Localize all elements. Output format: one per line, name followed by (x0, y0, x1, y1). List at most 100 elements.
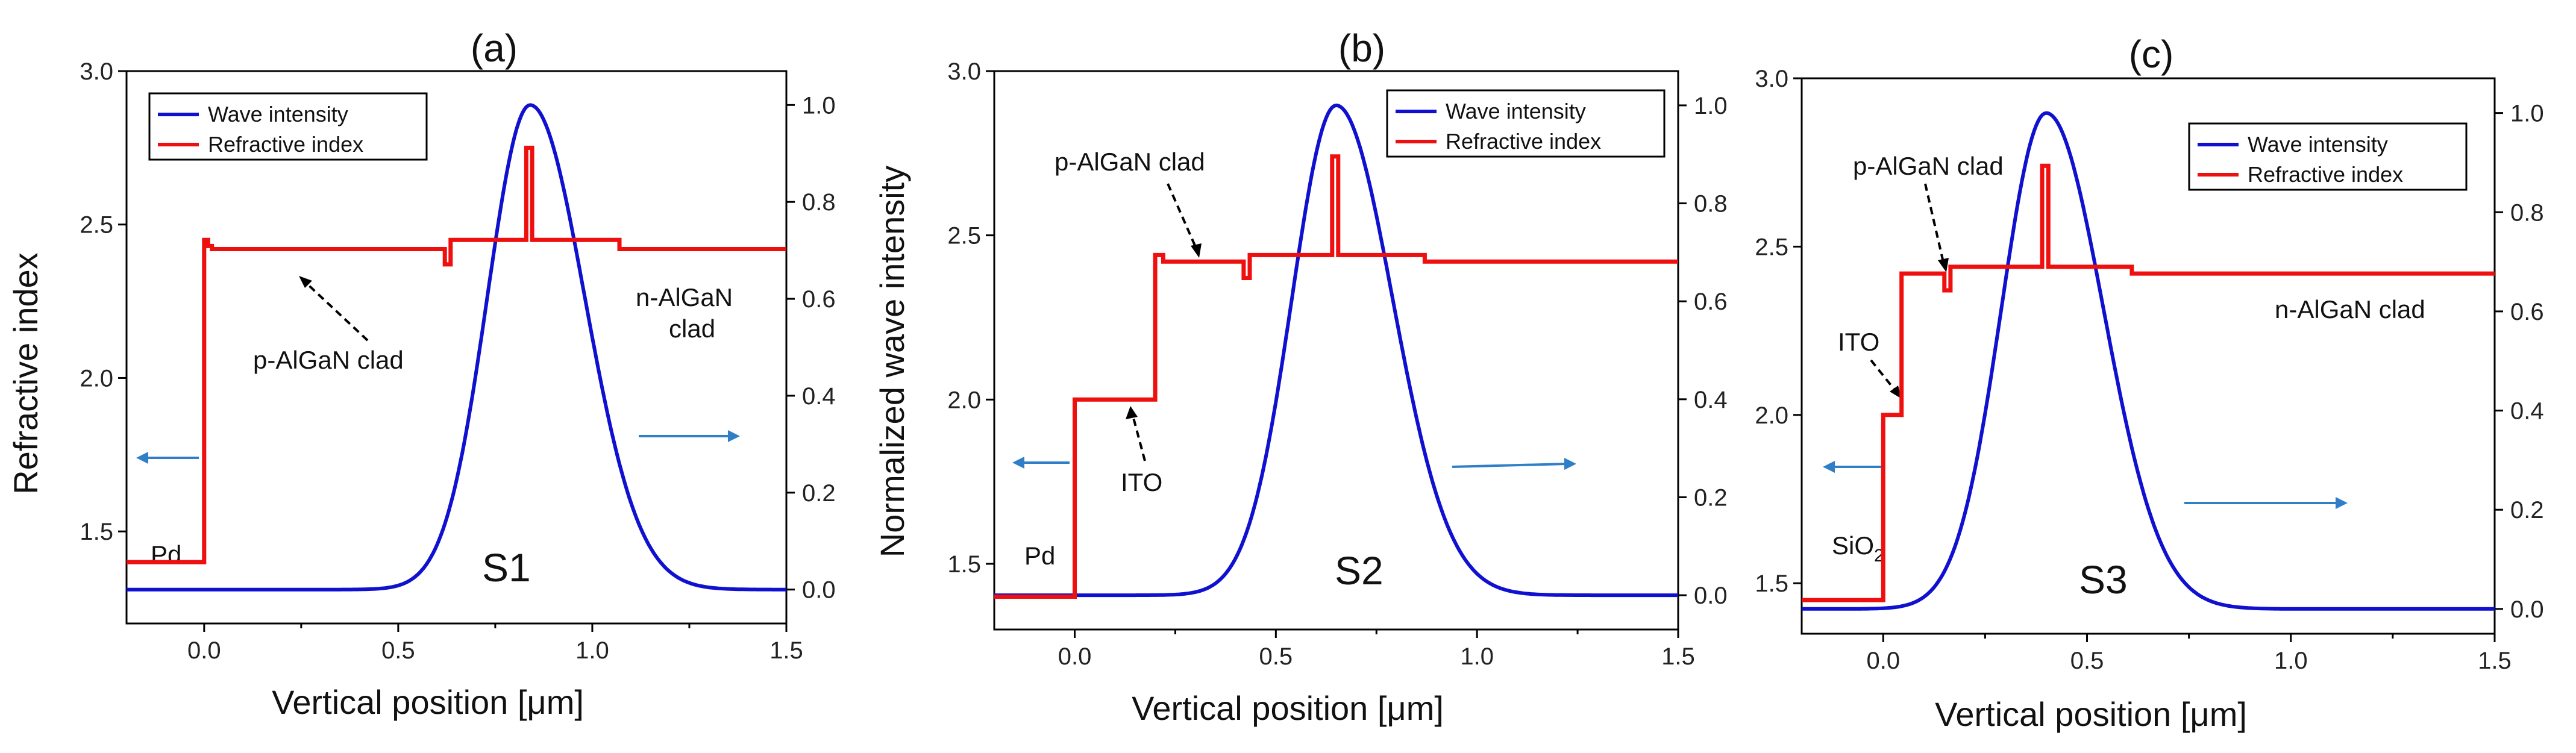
wave-intensity-line (1802, 111, 2495, 611)
y-right-tick-label: 0.2 (2510, 497, 2544, 523)
y-left-tick-label: 2.5 (1755, 234, 1788, 260)
y-left-tick-label: 1.5 (1755, 570, 1788, 597)
y-right-tick-label: 0.8 (802, 189, 836, 216)
panel-c-xlabel: Vertical position [μm] (1935, 695, 2247, 733)
x-tick-label: 0.0 (1866, 648, 1900, 674)
y-right-tick-label: 1.0 (802, 92, 836, 119)
legend-box (2188, 122, 2468, 191)
panel-a-title: (a) (471, 27, 518, 70)
y-right-tick-label: 1.0 (1694, 93, 1728, 119)
p-clad-label: p-AlGaN clad (1055, 148, 1205, 176)
y-right-tick-label: 0.2 (1694, 484, 1728, 511)
n-clad-label-2: clad (669, 314, 715, 343)
right-axis-arrow (1452, 463, 1567, 468)
x-tick-label: 1.5 (2478, 648, 2512, 674)
y-right-tick-label: 0.4 (802, 383, 836, 410)
ito-pointer-head (1126, 406, 1138, 419)
legend-wave-label: Wave intensity (2248, 132, 2388, 157)
panel-a: (a) Refractive index Normalized wave int… (7, 27, 911, 721)
y-left-tick-label: 2.0 (80, 365, 113, 392)
panel-a-ylabel-left: Refractive index (7, 252, 45, 495)
p-clad-pointer-head (1191, 243, 1202, 258)
y-right-tick-label: 0.8 (1694, 191, 1728, 217)
y-left-tick-label: 2.5 (80, 212, 113, 239)
panel-c-legend: Wave intensity Refractive index (2188, 122, 2468, 191)
y-left-tick-label: 1.5 (80, 519, 113, 545)
x-tick-label: 1.0 (575, 637, 609, 664)
y-left-tick-label: 3.0 (80, 58, 113, 85)
legend-wave-label: Wave intensity (208, 102, 348, 127)
panel-b-legend: Wave intensity Refractive index (1386, 89, 1666, 158)
right-axis-arrow-head (2336, 497, 2348, 509)
y-right-tick-label: 1.0 (2510, 101, 2544, 127)
y-left-tick-label: 2.5 (947, 223, 981, 249)
refractive-index-line (127, 145, 786, 564)
panel-c-title: (c) (2129, 33, 2174, 76)
p-clad-pointer-head (299, 276, 312, 288)
ito-label: ITO (1121, 468, 1162, 496)
panel-a-ylabel-right: Normalized wave intensity (873, 166, 911, 557)
panel-b-xlabel: Vertical position [μm] (1132, 689, 1444, 727)
p-clad-pointer-head (1938, 258, 1949, 272)
p-clad-pointer (1167, 183, 1197, 249)
p-clad-label: p-AlGaN clad (1853, 152, 2004, 180)
plot-frame (1800, 77, 2496, 635)
sample-label: S3 (2079, 557, 2128, 602)
ito-label: ITO (1838, 328, 1879, 356)
ito-pointer-head (1890, 386, 1902, 399)
y-right-tick-label: 0.0 (1694, 583, 1728, 609)
panel-c: (c) Vertical position [μm] Wave intensit… (1755, 33, 2543, 733)
y-left-tick-label: 3.0 (1755, 66, 1788, 92)
legend-ri-label: Refractive index (1446, 129, 1601, 154)
panel-b: (b) Vertical position [μm] Wave intensit… (947, 27, 1727, 727)
left-axis-arrow-head (1012, 457, 1024, 469)
x-tick-label: 0.0 (187, 637, 221, 664)
y-right-tick-label: 0.8 (2510, 199, 2544, 226)
sio2-main: SiO (1832, 531, 1874, 560)
y-left-tick-label: 3.0 (947, 58, 981, 85)
x-tick-label: 1.0 (1460, 643, 1494, 670)
x-tick-label: 1.5 (769, 637, 803, 664)
p-clad-label: p-AlGaN clad (253, 346, 404, 374)
n-clad-label: n-AlGaN clad (2275, 295, 2425, 323)
y-right-tick-label: 0.0 (2510, 596, 2544, 623)
plot-frame (125, 70, 788, 625)
panel-a-xlabel: Vertical position [μm] (272, 683, 584, 721)
x-tick-label: 0.5 (1259, 643, 1293, 670)
y-right-tick-label: 0.6 (802, 286, 836, 313)
sample-label: S2 (1335, 548, 1384, 593)
legend-wave-label: Wave intensity (1446, 99, 1586, 123)
y-right-tick-label: 0.6 (1694, 289, 1728, 315)
y-right-tick-label: 0.4 (1694, 387, 1728, 413)
refractive-index-line (994, 154, 1678, 599)
plot-frame (993, 70, 1679, 631)
ito-pointer (1132, 415, 1146, 461)
left-axis-arrow-head (1823, 461, 1835, 473)
sio2-label: SiO2 (1832, 531, 1884, 566)
sample-label: S1 (482, 545, 531, 590)
y-left-tick-label: 2.0 (947, 387, 981, 413)
wave-intensity-line (127, 103, 786, 592)
refractive-index-line (1802, 163, 2495, 602)
right-axis-arrow-head (728, 430, 740, 442)
panel-a-legend: Wave intensity Refractive index (148, 92, 428, 161)
ito-pointer (1870, 359, 1896, 392)
y-right-tick-label: 0.0 (802, 577, 836, 604)
legend-ri-label: Refractive index (208, 132, 363, 157)
wave-intensity-line (994, 103, 1678, 598)
legend-box (148, 92, 428, 161)
right-axis-arrow-head (1564, 458, 1576, 470)
p-clad-pointer (301, 278, 369, 342)
y-left-tick-label: 2.0 (1755, 402, 1788, 429)
left-axis-arrow-head (136, 452, 148, 464)
y-right-tick-label: 0.2 (802, 480, 836, 507)
panel-b-title: (b) (1338, 27, 1385, 70)
p-clad-pointer (1924, 183, 1945, 263)
pd-label: Pd (1024, 542, 1055, 570)
x-tick-label: 1.0 (2274, 648, 2308, 674)
y-left-tick-label: 1.5 (947, 551, 981, 578)
pd-label: Pd (151, 540, 181, 569)
y-right-tick-label: 0.4 (2510, 398, 2544, 425)
x-tick-label: 0.5 (381, 637, 415, 664)
